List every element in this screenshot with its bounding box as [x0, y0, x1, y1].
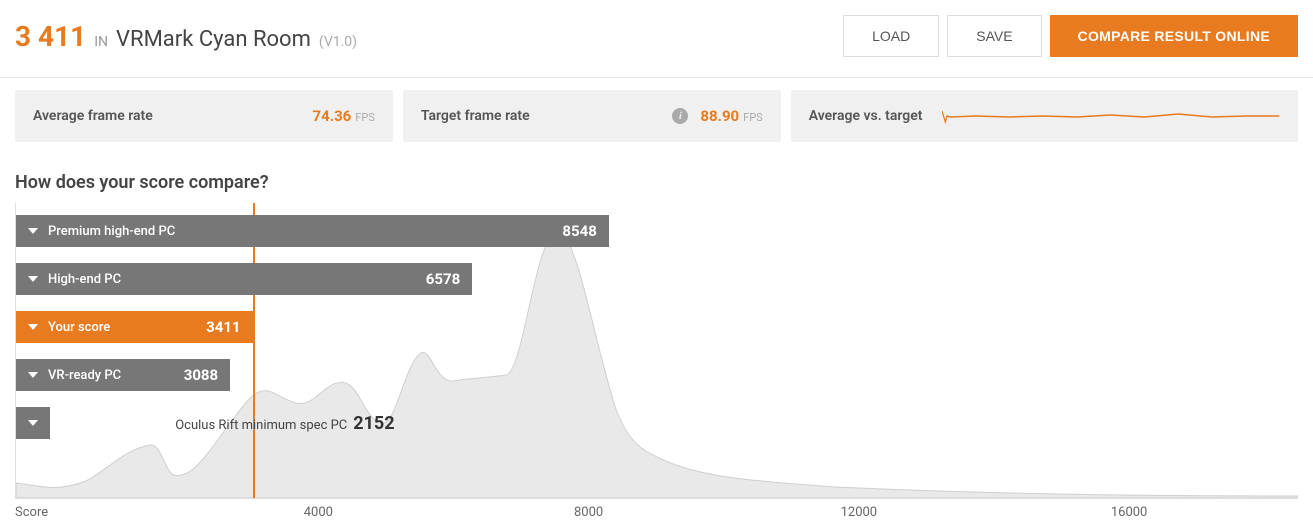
comparison-bar[interactable]: Premium high-end PC 8548	[16, 215, 609, 247]
sparkline-label: Average vs. target	[809, 108, 923, 124]
benchmark-version: (V1.0)	[319, 34, 357, 50]
chevron-down-icon	[28, 372, 38, 378]
compare-title: How does your score compare?	[0, 154, 1313, 203]
sparkline-box: Average vs. target	[791, 90, 1298, 142]
chevron-down-icon	[28, 324, 38, 330]
sparkline-chart	[942, 106, 1280, 126]
comparison-bars: Premium high-end PC 8548 High-end PC 6578 Yo…	[16, 215, 609, 439]
avg-framerate-unit: FPS	[355, 111, 375, 124]
target-framerate-value: 88.90	[700, 107, 739, 125]
comparison-bar[interactable]: Your score 3411	[16, 311, 253, 343]
compare-online-button[interactable]: COMPARE RESULT ONLINE	[1050, 15, 1298, 57]
compare-chart: Premium high-end PC 8548 High-end PC 6578 Yo…	[15, 203, 1298, 499]
comparison-bar[interactable]: High-end PC 6578	[16, 263, 472, 295]
avg-framerate-label: Average frame rate	[33, 108, 153, 124]
benchmark-name: VRMark Cyan Room	[116, 27, 311, 52]
stats-row: Average frame rate 74.36 FPS Target fram…	[0, 78, 1313, 154]
bar-label: Your score	[48, 320, 110, 335]
bar-score: 3088	[184, 366, 218, 384]
bar-score: 8548	[562, 222, 596, 240]
axis-tick: 12000	[841, 505, 878, 520]
target-framerate-unit: FPS	[743, 111, 763, 124]
bar-label: VR-ready PC	[48, 368, 121, 383]
bar-score: 3411	[206, 318, 240, 336]
axis-label: Score	[15, 505, 48, 523]
in-label: IN	[94, 34, 108, 50]
axis-row: Score 4000 8000 12000 16000	[0, 499, 1313, 523]
comparison-bar[interactable]	[16, 407, 50, 439]
load-button[interactable]: LOAD	[843, 15, 939, 57]
chevron-down-icon	[28, 420, 38, 426]
avg-framerate-box: Average frame rate 74.36 FPS	[15, 90, 393, 142]
axis-tick: 4000	[304, 505, 333, 520]
axis-tick: 16000	[1111, 505, 1148, 520]
title-group: 3 411 IN VRMark Cyan Room (V1.0)	[15, 20, 357, 53]
comparison-bar[interactable]: VR-ready PC 3088	[16, 359, 230, 391]
target-framerate-box: Target frame rate i 88.90 FPS	[403, 90, 781, 142]
bar-label: Oculus Rift minimum spec PC	[175, 418, 347, 433]
button-group: LOAD SAVE COMPARE RESULT ONLINE	[843, 15, 1298, 57]
save-button[interactable]: SAVE	[947, 15, 1041, 57]
header-bar: 3 411 IN VRMark Cyan Room (V1.0) LOAD SA…	[0, 0, 1313, 78]
axis-tick: 8000	[574, 505, 603, 520]
target-framerate-label: Target frame rate	[421, 108, 530, 124]
avg-framerate-value: 74.36	[313, 107, 352, 125]
bar-label: High-end PC	[48, 272, 121, 287]
bar-score: 2152	[353, 413, 394, 434]
bar-label: Premium high-end PC	[48, 224, 175, 239]
chevron-down-icon	[28, 228, 38, 234]
info-icon[interactable]: i	[672, 108, 688, 124]
chevron-down-icon	[28, 276, 38, 282]
score-value: 3 411	[15, 20, 86, 53]
bar-score: 6578	[426, 270, 460, 288]
axis-ticks: 4000 8000 12000 16000	[48, 505, 1298, 523]
